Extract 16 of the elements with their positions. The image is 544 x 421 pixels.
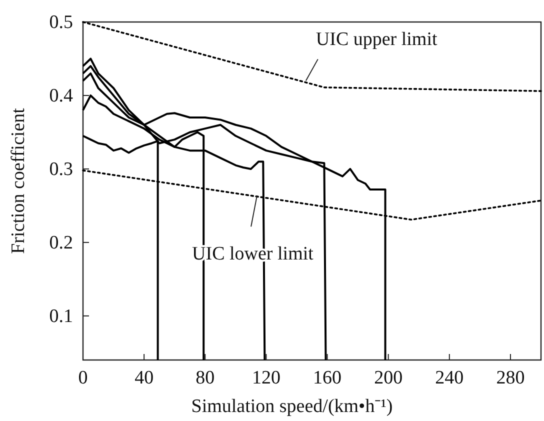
x-tick-label: 160 — [313, 367, 342, 388]
x-tick-label: 0 — [78, 367, 88, 388]
x-axis-title: Simulation speed/(km•h⁻¹) — [191, 396, 393, 417]
x-tick-label: 200 — [374, 367, 403, 388]
annotation: UIC upper limit — [316, 28, 438, 50]
y-tick-label: 0.2 — [49, 232, 73, 254]
y-axis-title: Friction coefficient — [8, 107, 29, 254]
y-tick-label: 0.1 — [49, 306, 73, 327]
x-tick-label: 120 — [252, 367, 280, 388]
x-tick-label: 240 — [435, 367, 464, 388]
y-tick-label: 0.5 — [49, 12, 73, 34]
y-tick-label: 0.3 — [49, 159, 73, 180]
x-tick-label: 80 — [196, 367, 215, 388]
x-tick-label: 40 — [134, 367, 154, 388]
x-tick-label: 280 — [496, 367, 525, 388]
y-tick-label: 0.4 — [49, 86, 74, 107]
